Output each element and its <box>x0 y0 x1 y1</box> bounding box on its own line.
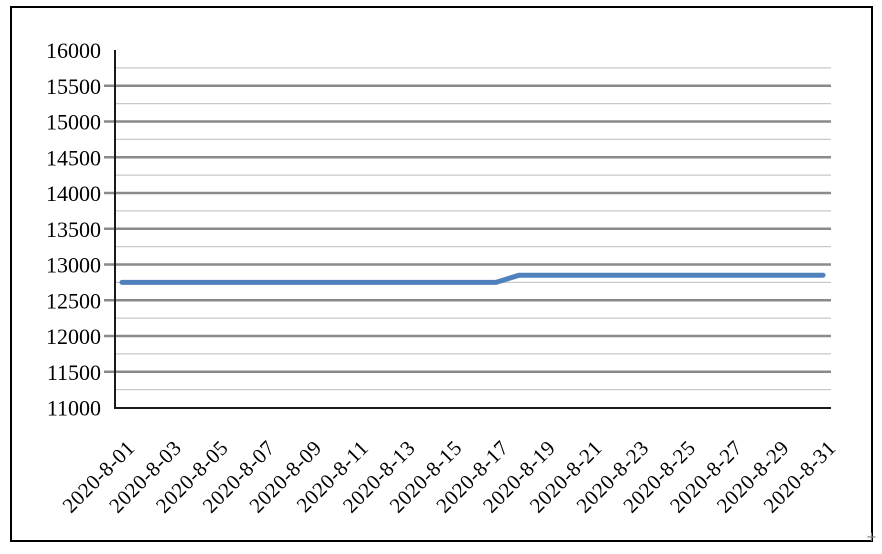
y-axis-tick-label: 13500 <box>46 217 101 242</box>
y-axis-tick-label: 13000 <box>46 253 101 278</box>
y-minor-gridlines <box>116 67 831 391</box>
y-axis-tick-label: 14000 <box>46 181 101 206</box>
y-axis-tick-label: 15500 <box>46 74 101 99</box>
y-axis-tick-label: 11000 <box>47 396 101 421</box>
y-axis-tick-label: 14500 <box>46 145 101 170</box>
y-axis-tick-label: 12000 <box>46 324 101 349</box>
price-series-line <box>119 272 826 285</box>
y-axis-tick-label: 12500 <box>46 288 101 313</box>
y-axis-tick-label: 11500 <box>47 360 101 385</box>
y-axis-tick-label: 15000 <box>46 110 101 135</box>
anchor-cross-glyph: + <box>866 530 877 545</box>
y-axis-tick-labels: 16000 15500 15000 14500 14000 13500 13000 12500… <box>46 38 101 421</box>
y-axis-tick-label: 16000 <box>46 38 101 63</box>
y-major-gridlines <box>104 84 831 373</box>
axes <box>114 50 831 409</box>
x-axis-tick-labels: 2020-8-012020-8-032020-8-052020-8-072020… <box>58 436 841 518</box>
